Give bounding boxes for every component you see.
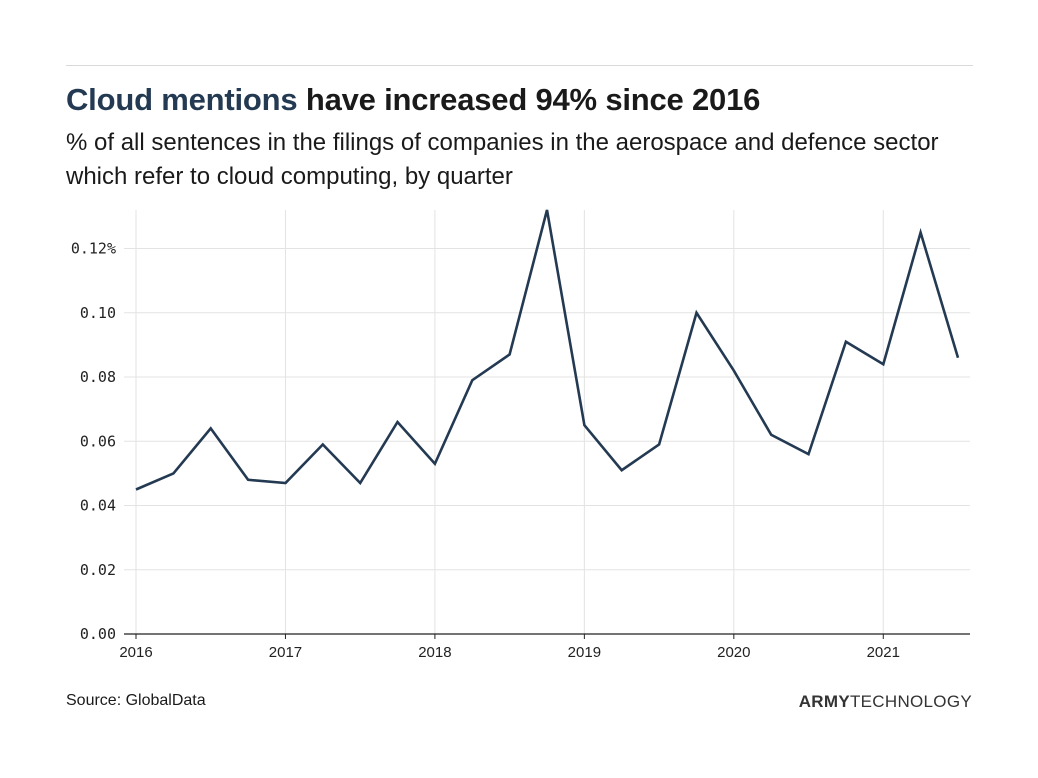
series-line-0 xyxy=(135,209,960,491)
x-tick-label-2017: 2017 xyxy=(269,644,302,661)
brand-logo: ARMYTECHNOLOGY xyxy=(799,692,972,712)
y-tick-label-2: 0.04 xyxy=(80,497,116,515)
chart-subtitle: % of all sentences in the filings of com… xyxy=(66,129,939,190)
y-tick-labels: 0.00 0.02 0.04 0.06 0.08 0.10 0.12% xyxy=(71,240,116,643)
y-tick-label-4: 0.08 xyxy=(80,368,116,386)
y-tick-label-5: 0.10 xyxy=(80,304,116,322)
y-tick-label-6: 0.12% xyxy=(71,240,116,258)
y-tick-label-1: 0.02 xyxy=(80,561,116,579)
chart-title: Cloud mentions have increased 94% since … xyxy=(66,82,760,118)
x-gridlines xyxy=(135,210,884,639)
brand-bold: ARMY xyxy=(798,692,850,711)
x-tick-label-2018: 2018 xyxy=(418,644,451,661)
y-gridlines xyxy=(124,248,970,571)
y-tick-label-3: 0.06 xyxy=(80,432,116,450)
x-tick-label-2019: 2019 xyxy=(568,644,601,661)
brand-light: TECHNOLOGY xyxy=(849,692,972,711)
series-group xyxy=(135,209,960,491)
y-tick-label-0: 0.00 xyxy=(80,625,116,643)
x-tick-labels: 2016 2017 2018 2019 2020 2021 xyxy=(119,644,900,661)
line-chart: 0.000.020.040.060.080.100.12% 2016 2017 20… xyxy=(71,209,970,661)
source-note: Source: GlobalData xyxy=(66,692,206,709)
x-tick-label-2020: 2020 xyxy=(717,644,750,661)
x-tick-label-2021: 2021 xyxy=(867,644,900,661)
x-tick-label-2016: 2016 xyxy=(119,644,152,661)
title-rest: have increased 94% since 2016 xyxy=(297,82,761,117)
top-rule xyxy=(66,65,973,66)
title-highlight: Cloud mentions xyxy=(66,82,298,117)
